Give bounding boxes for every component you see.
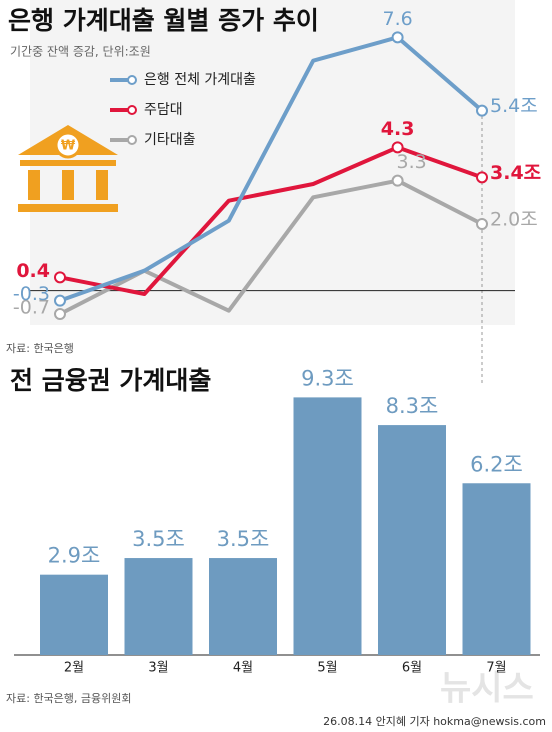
data-label: 3.4조 (490, 162, 541, 184)
x-tick-label: 2월 (64, 661, 84, 676)
bar (378, 425, 446, 655)
data-label: 5.4조 (490, 95, 538, 117)
credit: 26.08.14 안지혜 기자 hokma@newsis.com (323, 715, 546, 728)
bank-icon: ₩ (18, 125, 118, 212)
data-label: 6.2조 (470, 452, 523, 476)
logo: 뉴시스 (440, 669, 534, 709)
legend-marker (127, 105, 137, 115)
data-label: 2.0조 (490, 209, 538, 231)
data-label: -0.3 (13, 283, 50, 305)
x-tick-label: 4월 (233, 661, 253, 676)
bar (124, 558, 193, 655)
data-label: -0.7 (13, 297, 50, 319)
marker (391, 31, 404, 44)
marker (54, 271, 66, 284)
legend-label: 기타대출 (144, 132, 196, 148)
data-label: 0.4 (16, 260, 50, 282)
chart-title: 은행 가계대출 월별 증가 추이 (8, 6, 319, 35)
line (59, 145, 483, 296)
data-label: 8.3조 (386, 394, 439, 418)
marker (54, 308, 66, 320)
marker (476, 171, 488, 184)
data-label: 3.5조 (217, 527, 270, 551)
bar (293, 397, 362, 655)
x-tick-label: 3월 (148, 661, 168, 676)
source: 자료: 한국은행 (6, 342, 74, 355)
marker (476, 218, 488, 230)
data-label: 9.3조 (301, 366, 354, 390)
line (59, 178, 483, 316)
legend-marker (127, 75, 137, 85)
marker (54, 294, 66, 307)
line (59, 35, 484, 303)
legend-label: 주담대 (144, 102, 183, 118)
svg-text:₩: ₩ (61, 139, 76, 154)
bar (40, 574, 108, 655)
chart-subtitle: 기간중 잔액 증감, 단위:조원 (10, 45, 151, 59)
chart-title: 전 금융권 가계대출 (10, 366, 211, 395)
data-label: 7.6 (382, 8, 412, 30)
bar (209, 558, 277, 655)
x-tick-label: 5월 (317, 661, 337, 676)
marker (391, 141, 404, 154)
data-label: 3.5조 (132, 527, 185, 551)
x-tick-label: 6월 (402, 661, 422, 676)
data-label: 3.3 (396, 151, 426, 173)
marker (391, 174, 404, 187)
data-label: 4.3 (381, 118, 415, 140)
bar (462, 483, 531, 655)
data-label: 2.9조 (48, 544, 101, 568)
legend-label: 은행 전체 가계대출 (144, 72, 256, 88)
source: 자료: 한국은행, 금융위원회 (6, 692, 132, 705)
marker (476, 104, 488, 117)
x-tick-label: 7월 (486, 661, 506, 676)
legend-marker (127, 135, 137, 145)
